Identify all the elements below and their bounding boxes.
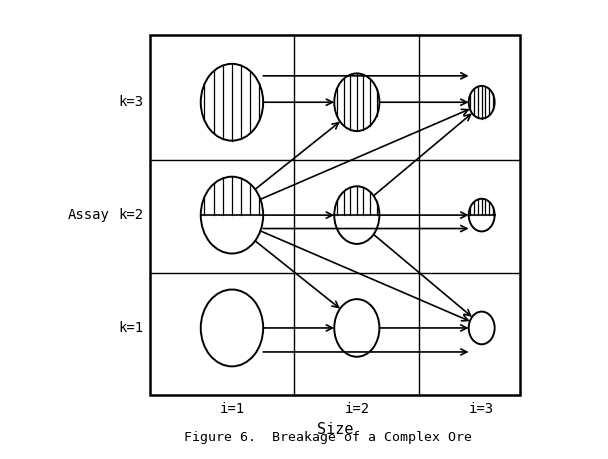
Text: k=2: k=2 [118, 208, 143, 222]
Ellipse shape [469, 199, 495, 231]
Text: Figure 6.  Breakage of a Complex Ore: Figure 6. Breakage of a Complex Ore [184, 431, 472, 444]
Ellipse shape [334, 73, 379, 131]
Ellipse shape [334, 186, 379, 244]
Ellipse shape [201, 290, 263, 366]
Text: k=3: k=3 [118, 95, 143, 109]
Text: i=3: i=3 [469, 403, 494, 416]
Ellipse shape [201, 64, 263, 140]
Text: Assay: Assay [67, 208, 109, 222]
Ellipse shape [201, 177, 263, 253]
Text: Size: Size [317, 422, 353, 437]
Text: i=2: i=2 [344, 403, 370, 416]
Ellipse shape [334, 299, 379, 357]
Text: k=1: k=1 [118, 321, 143, 335]
Bar [150, 35, 520, 395]
Text: i=1: i=1 [219, 403, 244, 416]
Ellipse shape [469, 86, 495, 118]
Ellipse shape [469, 312, 495, 344]
